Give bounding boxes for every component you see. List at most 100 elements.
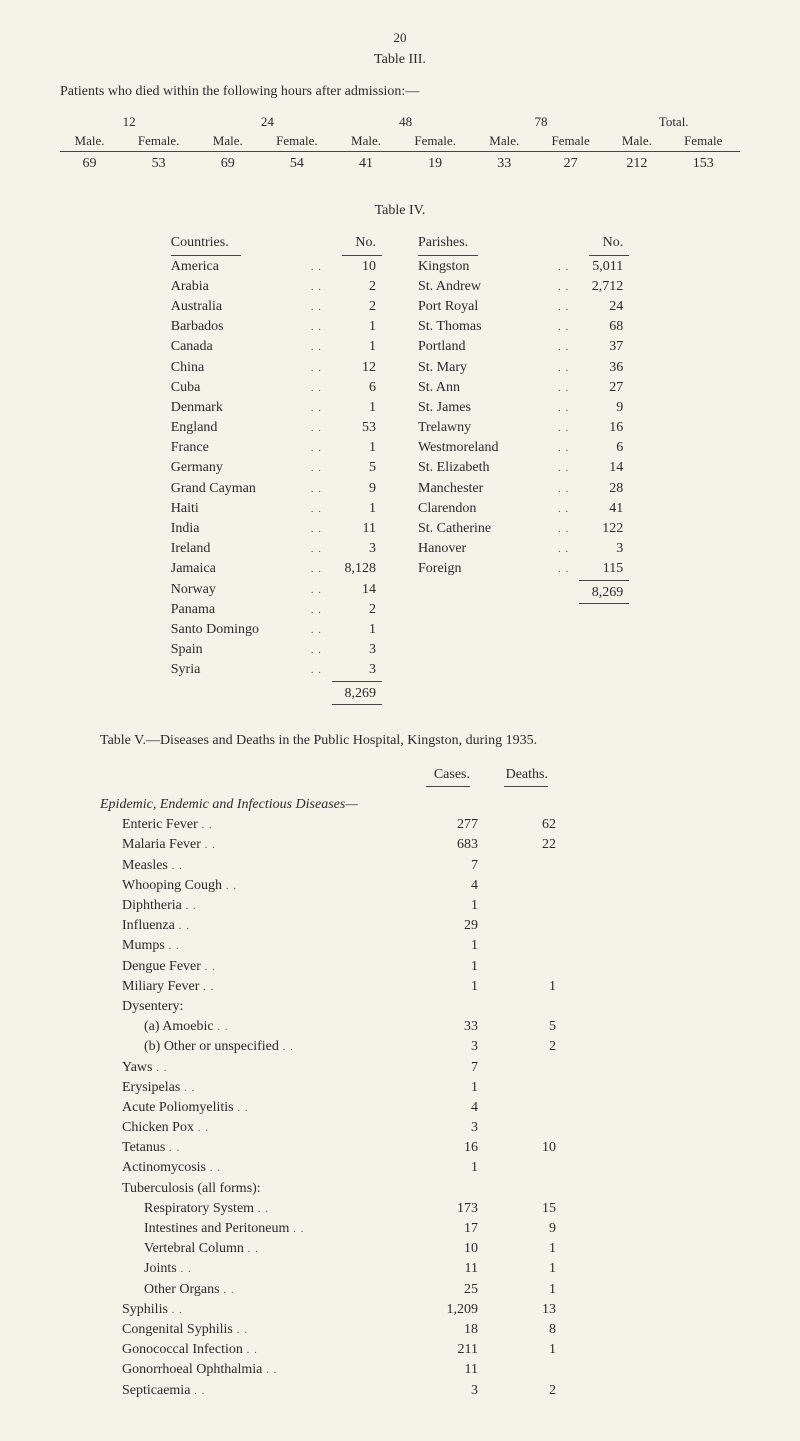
table4: Countries. No. America. .10Arabia. .2Aus… [60,234,740,705]
leader-dots: . . [554,358,573,378]
t5-disease-name: Tetanus [100,1139,165,1157]
table4-label: Table IV. [60,202,740,220]
t4-name: Westmoreland [418,438,554,458]
table-row: Westmoreland. .6 [418,438,629,458]
t5-cases: 277 [400,815,478,835]
leader-dots: . . [234,1102,249,1114]
leader-dots: . . [262,1364,277,1376]
leader-dots: . . [554,297,573,317]
t5-disease-name: Gonorrhoeal Ophthalmia [100,1361,262,1379]
table-row: Measles . .7 [100,856,556,876]
t5-disease-name: Septicaemia [100,1382,190,1400]
table-row: Yaws . .7 [100,1058,556,1078]
t5-deaths [478,916,556,936]
t4-value: 68 [573,317,629,337]
t5-disease-name: Chicken Pox [100,1119,194,1137]
table-row: Kingston. .5,011 [418,257,629,277]
t4-value: 16 [573,418,629,438]
t5-cases: 683 [400,835,478,855]
t4-value: 14 [573,458,629,478]
table-row: Syphilis . .1,20913 [100,1300,556,1320]
t5-cases: 16 [400,1138,478,1158]
table-row: Port Royal. .24 [418,297,629,317]
t5-disease-name: Gonococcal Infection [100,1341,243,1359]
table-row: Australia. .2 [171,297,382,317]
t5-disease-name: Congenital Syphilis [100,1321,233,1339]
leader-dots: . . [307,317,326,337]
t4-name: Portland [418,337,554,357]
t4-head: No. [326,234,382,254]
t5-cases: 11 [400,1259,478,1279]
table3-caption: Patients who died within the following h… [60,83,740,101]
t4-head: Countries. [171,234,307,254]
t3-group: 78 [475,113,608,132]
leader-dots: . . [201,961,216,973]
t5-head-cases: Cases. [400,766,478,786]
t5-deaths [478,1058,556,1078]
t4-value: 1 [326,499,382,519]
t5-disease-name: Actinomycosis [100,1159,206,1177]
t4-value: 41 [573,499,629,519]
leader-dots: . . [554,499,573,519]
leader-dots: . . [554,479,573,499]
table-row: (b) Other or unspecified . .32 [100,1037,556,1057]
t5-disease-name: Measles [100,857,168,875]
table-row: Clarendon. .41 [418,499,629,519]
t5-head-deaths: Deaths. [478,766,556,786]
leader-dots: . . [307,499,326,519]
t5-cases: 3 [400,1037,478,1057]
t5-deaths: 22 [478,835,556,855]
table-row: Syria. .3 [171,660,382,680]
t5-section: Epidemic, Endemic and Infectious Disease… [100,790,400,815]
table-row: (a) Amoebic . .335 [100,1017,556,1037]
t4-name: Clarendon [418,499,554,519]
t5-deaths [478,1179,556,1199]
leader-dots: . . [554,559,573,579]
leader-dots: . . [554,257,573,277]
t5-deaths: 15 [478,1199,556,1219]
t5-cases: 1 [400,977,478,997]
table-row: Joints . .111 [100,1259,556,1279]
t5-cases: 7 [400,1058,478,1078]
t4-name: Haiti [171,499,307,519]
t4-value: 6 [326,378,382,398]
t4-value: 2 [326,297,382,317]
leader-dots: . . [554,378,573,398]
t5-cases: 25 [400,1280,478,1300]
leader-dots: . . [222,880,237,892]
t4-value: 6 [573,438,629,458]
t4-value: 2,712 [573,277,629,297]
t5-deaths [478,1098,556,1118]
table-row: Septicaemia . .32 [100,1381,556,1401]
t5-deaths: 1 [478,1340,556,1360]
table-row: Jamaica. .8,128 [171,559,382,579]
t4-name: Denmark [171,398,307,418]
t3-value: 41 [337,152,396,174]
table-row: Norway. .14 [171,580,382,600]
t5-cases: 1,209 [400,1300,478,1320]
table-row: America. .10 [171,257,382,277]
table-row: Diphtheria . .1 [100,896,556,916]
t5-deaths: 9 [478,1219,556,1239]
t4-value: 3 [573,539,629,559]
table-row: France. .1 [171,438,382,458]
t4-name: China [171,358,307,378]
t5-disease-name: Erysipelas [100,1079,180,1097]
leader-dots: . . [307,580,326,600]
leader-dots: . . [554,418,573,438]
t4-name: Germany [171,458,307,478]
t5-cases: 1 [400,1078,478,1098]
leader-dots: . . [165,940,180,952]
leader-dots: . . [307,600,326,620]
table-row: Dengue Fever . .1 [100,957,556,977]
t4-value: 3 [326,640,382,660]
t5-disease-name: (b) Other or unspecified [100,1038,279,1056]
t5-deaths: 1 [478,1259,556,1279]
leader-dots: . . [254,1203,269,1215]
t5-cases: 33 [400,1017,478,1037]
table-row: Malaria Fever . .68322 [100,835,556,855]
leader-dots: . . [307,418,326,438]
t4-name: St. James [418,398,554,418]
table-row: Hanover. .3 [418,539,629,559]
table4-parishes: Parishes. No. Kingston. .5,011St. Andrew… [418,234,629,604]
